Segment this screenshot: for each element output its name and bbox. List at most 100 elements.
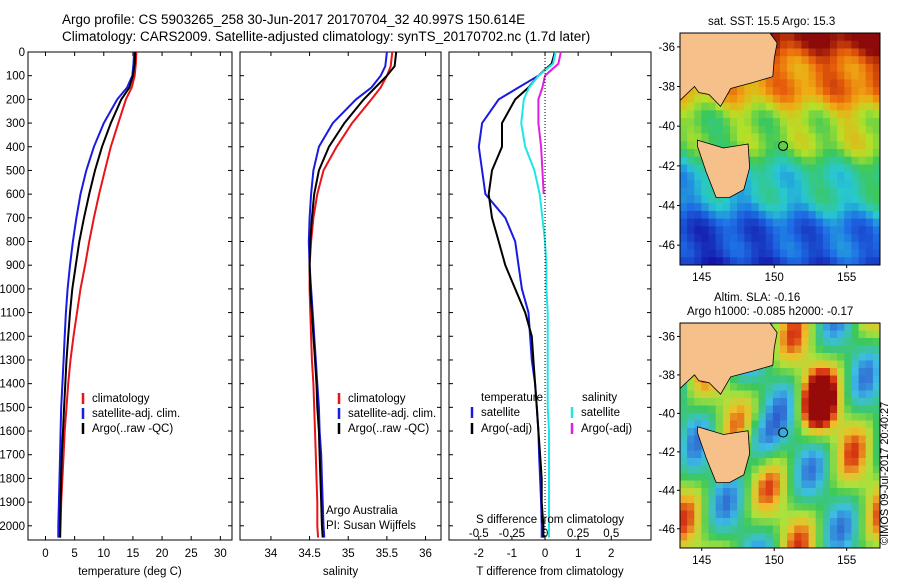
sst-map-cell (680, 172, 688, 181)
sst-map-cell (737, 133, 745, 142)
sst-map-cell (844, 63, 852, 73)
sst-map-cell (687, 102, 695, 111)
sst-map-cell (730, 249, 738, 258)
sla-map-cell (687, 383, 695, 391)
sst-map-cell (837, 195, 845, 204)
sst-map-cell (844, 33, 852, 42)
sst-map-cell (801, 141, 809, 150)
sst-map-cell (772, 33, 781, 42)
sla-map-cell (744, 518, 752, 526)
sla-map-cell (758, 503, 767, 511)
sst-map-cell (851, 149, 859, 158)
sla-map-cell (758, 510, 767, 519)
climatology-title: Climatology: CARS2009. Satellite-adjuste… (62, 29, 591, 44)
sla-map-cell (830, 540, 838, 549)
sst-map-cell (815, 164, 824, 173)
sla-map-cell (837, 458, 845, 466)
panel1-frame (27, 51, 233, 541)
sst-map-cell (758, 179, 767, 189)
sla-map-cell (801, 450, 809, 459)
sla-map-cell (772, 428, 781, 436)
sst-map-cell (772, 56, 781, 65)
sst-map-cell (708, 241, 717, 250)
sst-map-cell (787, 234, 795, 243)
sla-map-cell (815, 488, 824, 496)
sst-map-cell (872, 133, 881, 142)
sla-map-cell (844, 518, 852, 526)
panel3-series-2 (520, 51, 557, 538)
sst-map-cell (872, 164, 881, 173)
sst-map-cell (801, 87, 809, 96)
sst-map-cell (830, 187, 838, 196)
sst-map-cell (708, 203, 717, 212)
sla-map-cell (858, 420, 867, 429)
sla-map-cell (787, 330, 795, 339)
sla-map-cell (751, 420, 759, 429)
sst-map-cell (808, 210, 817, 220)
sla-map-cell (787, 428, 795, 436)
sst-map-cell (730, 94, 738, 104)
sst-map-cell (765, 203, 774, 212)
depth-tick-label: 100 (6, 71, 25, 83)
sla-map-cell (680, 450, 688, 459)
sst-map-cell (865, 125, 874, 134)
sst-map-cell (780, 218, 788, 227)
sst-map-cell (837, 56, 845, 65)
sst-map-cell (844, 187, 852, 196)
sst-map-cell (872, 156, 881, 165)
sla-map-cell (794, 540, 802, 549)
sla-map-cell (772, 338, 781, 346)
sla-map-cell (794, 435, 802, 444)
sla-map-cell (765, 540, 774, 549)
sst-map-cell (801, 33, 809, 42)
sst-map-cell (694, 125, 702, 134)
sst-map-cell (758, 241, 767, 250)
sla-map-cell (780, 450, 788, 459)
sst-map-lat-label: -46 (658, 240, 675, 252)
sst-map-cell (744, 195, 752, 204)
sla-map-cell (808, 510, 817, 519)
sla-map-cell (751, 450, 759, 459)
sla-map-cell (701, 473, 709, 481)
sst-map-cell (772, 110, 781, 119)
sst-map-cell (858, 187, 867, 196)
sst-map-cell (844, 149, 852, 158)
sla-map-cell (844, 533, 852, 541)
sst-map-cell (794, 226, 802, 235)
sla-map-cell (765, 503, 774, 511)
sst-map-cell (758, 172, 767, 181)
sla-map-cell (837, 518, 845, 526)
sst-map-cell (865, 187, 874, 196)
sst-map-cell (687, 125, 695, 134)
sst-map-cell (815, 40, 824, 49)
sst-map-cell (851, 48, 859, 57)
sst-map-cell (808, 79, 817, 88)
sla-map-cell (822, 390, 831, 399)
sla-map-cell (715, 503, 724, 511)
sla-map-cell (837, 473, 845, 481)
sst-map-cell (694, 118, 702, 127)
sst-map-cell (865, 249, 874, 258)
sla-map-cell (815, 533, 824, 541)
sla-map-cell (794, 413, 802, 421)
sst-map-cell (815, 210, 824, 220)
sla-map-cell (844, 480, 852, 489)
sst-map-cell (687, 203, 695, 212)
sst-map-cell (765, 125, 774, 134)
sla-map-cell (780, 480, 788, 489)
sla-map-cell (765, 368, 774, 376)
sst-map-cell (858, 257, 867, 266)
sst-map-cell (701, 179, 709, 189)
s-tick-label: 0.25 (567, 528, 589, 540)
sst-map-cell (794, 94, 802, 104)
sst-map-cell (751, 195, 759, 204)
sst-map-cell (772, 172, 781, 181)
sst-map-cell (715, 133, 724, 142)
sla-map-cell (844, 488, 852, 496)
panel3-series-3 (537, 51, 562, 195)
sst-map-cell (808, 172, 817, 181)
sst-map-cell (837, 164, 845, 173)
sla-map-cell (687, 503, 695, 511)
sst-map-cell (744, 125, 752, 134)
sla-map-cell (858, 488, 867, 496)
